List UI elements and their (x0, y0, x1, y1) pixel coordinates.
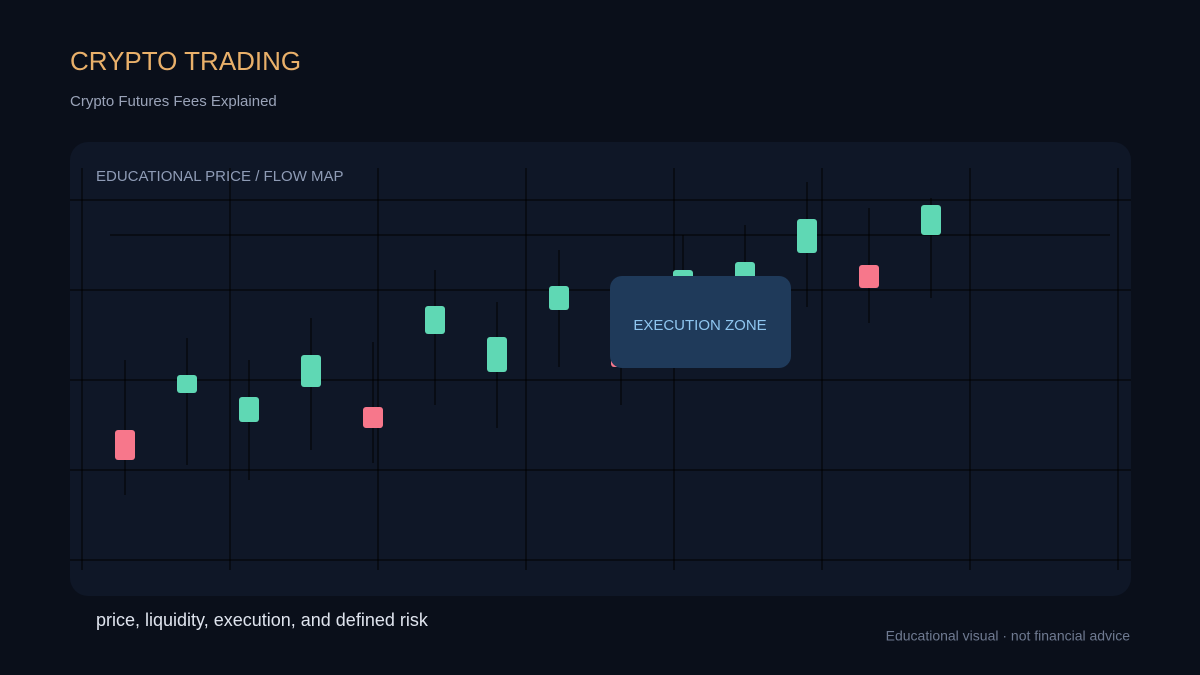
candle-body (177, 375, 197, 393)
candle-body (425, 306, 445, 334)
candle-body (921, 205, 941, 235)
candle-body (797, 219, 817, 253)
candle-body (115, 430, 135, 460)
panel (70, 142, 1131, 596)
candle-body (859, 265, 879, 288)
candle-body (487, 337, 507, 372)
candle-body (301, 355, 321, 387)
annotation-box (610, 276, 791, 368)
chart-title: EDUCATIONAL PRICE / FLOW MAP (96, 168, 344, 185)
candle-body (363, 407, 383, 428)
annotation: EXECUTION ZONE (633, 317, 766, 334)
disclaimer: Educational visual · not financial advic… (886, 628, 1131, 644)
candle-body (549, 286, 569, 310)
candle-body (239, 397, 259, 422)
title: CRYPTO TRADING (70, 46, 301, 76)
subtitle: Crypto Futures Fees Explained (70, 93, 277, 110)
caption: price, liquidity, execution, and defined… (96, 610, 429, 630)
grid (70, 168, 1131, 570)
